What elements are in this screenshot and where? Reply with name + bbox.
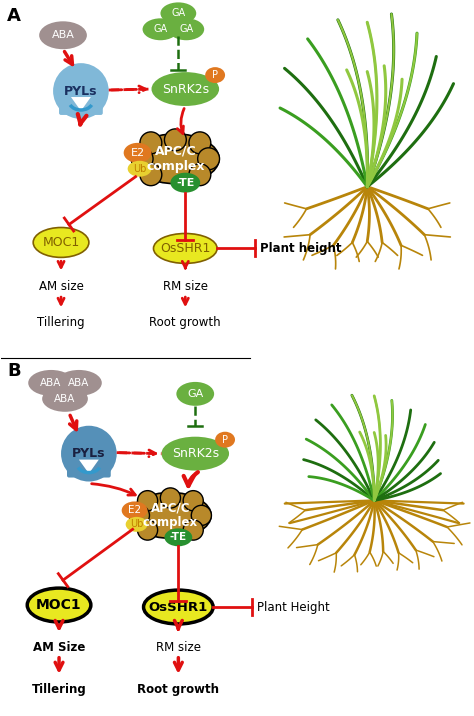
Circle shape <box>140 132 162 154</box>
Text: Plant Height: Plant Height <box>257 601 329 614</box>
Text: GA: GA <box>154 24 167 34</box>
Circle shape <box>183 490 203 511</box>
Circle shape <box>140 164 162 185</box>
Ellipse shape <box>154 233 217 263</box>
Circle shape <box>160 488 181 508</box>
Ellipse shape <box>152 72 219 106</box>
Ellipse shape <box>170 173 200 193</box>
Text: Plant height: Plant height <box>260 242 341 255</box>
Circle shape <box>61 426 117 482</box>
Polygon shape <box>79 460 99 473</box>
Text: ABA: ABA <box>40 378 62 388</box>
Circle shape <box>198 147 219 170</box>
Circle shape <box>137 490 158 511</box>
Ellipse shape <box>39 21 87 49</box>
Text: B: B <box>8 362 21 380</box>
Text: ABA: ABA <box>52 30 74 40</box>
Ellipse shape <box>56 370 102 396</box>
Text: RM size: RM size <box>163 280 208 294</box>
Ellipse shape <box>124 142 152 163</box>
Text: SnRK2s: SnRK2s <box>172 447 219 460</box>
Text: OsSHR1: OsSHR1 <box>149 601 208 614</box>
Circle shape <box>164 129 186 151</box>
Circle shape <box>191 505 211 526</box>
Polygon shape <box>71 97 91 111</box>
Ellipse shape <box>132 134 219 184</box>
Circle shape <box>189 164 211 185</box>
Ellipse shape <box>164 528 192 546</box>
Text: AM size: AM size <box>38 280 83 294</box>
Text: P: P <box>212 70 218 80</box>
Text: P: P <box>222 435 228 445</box>
Ellipse shape <box>122 501 147 519</box>
Text: E2: E2 <box>128 505 141 516</box>
Text: Tillering: Tillering <box>37 316 85 329</box>
Circle shape <box>53 63 109 119</box>
Text: -TE: -TE <box>170 532 187 542</box>
FancyBboxPatch shape <box>67 454 111 478</box>
Text: PYLs: PYLs <box>72 447 106 460</box>
Text: AM Size: AM Size <box>33 641 85 654</box>
Text: A: A <box>8 7 21 25</box>
Text: PYLs: PYLs <box>64 84 98 97</box>
Ellipse shape <box>33 228 89 257</box>
Text: E2: E2 <box>130 147 145 158</box>
Text: Ub: Ub <box>133 164 146 174</box>
Circle shape <box>183 520 203 540</box>
Text: GA: GA <box>179 24 193 34</box>
Ellipse shape <box>176 382 214 406</box>
Text: ABA: ABA <box>68 378 90 388</box>
Ellipse shape <box>129 493 211 538</box>
Text: -TE: -TE <box>176 178 194 188</box>
Ellipse shape <box>205 67 225 83</box>
Text: APC/C
complex: APC/C complex <box>143 501 198 529</box>
Ellipse shape <box>168 19 204 40</box>
Text: RM size: RM size <box>156 641 201 654</box>
Ellipse shape <box>42 386 88 412</box>
Ellipse shape <box>128 161 152 177</box>
Ellipse shape <box>162 437 229 470</box>
FancyBboxPatch shape <box>59 91 103 115</box>
Ellipse shape <box>144 590 213 624</box>
Text: Root growth: Root growth <box>149 316 221 329</box>
Text: MOC1: MOC1 <box>42 236 80 249</box>
Text: OsSHR1: OsSHR1 <box>160 242 210 255</box>
Ellipse shape <box>161 2 196 24</box>
Text: MOC1: MOC1 <box>36 598 82 612</box>
Circle shape <box>131 147 153 170</box>
Text: ABA: ABA <box>55 394 76 404</box>
Text: GA: GA <box>187 389 203 399</box>
Text: APC/C
complex: APC/C complex <box>146 145 205 173</box>
Ellipse shape <box>28 370 74 396</box>
Text: Tillering: Tillering <box>32 683 86 696</box>
Text: Root growth: Root growth <box>137 683 219 696</box>
Ellipse shape <box>27 588 91 622</box>
Text: GA: GA <box>171 9 185 19</box>
Circle shape <box>137 520 158 540</box>
Ellipse shape <box>126 517 147 532</box>
Text: SnRK2s: SnRK2s <box>162 82 209 95</box>
Circle shape <box>129 505 149 526</box>
Circle shape <box>189 132 211 154</box>
Text: Ub: Ub <box>130 519 143 529</box>
Ellipse shape <box>215 432 235 448</box>
Ellipse shape <box>143 19 178 40</box>
